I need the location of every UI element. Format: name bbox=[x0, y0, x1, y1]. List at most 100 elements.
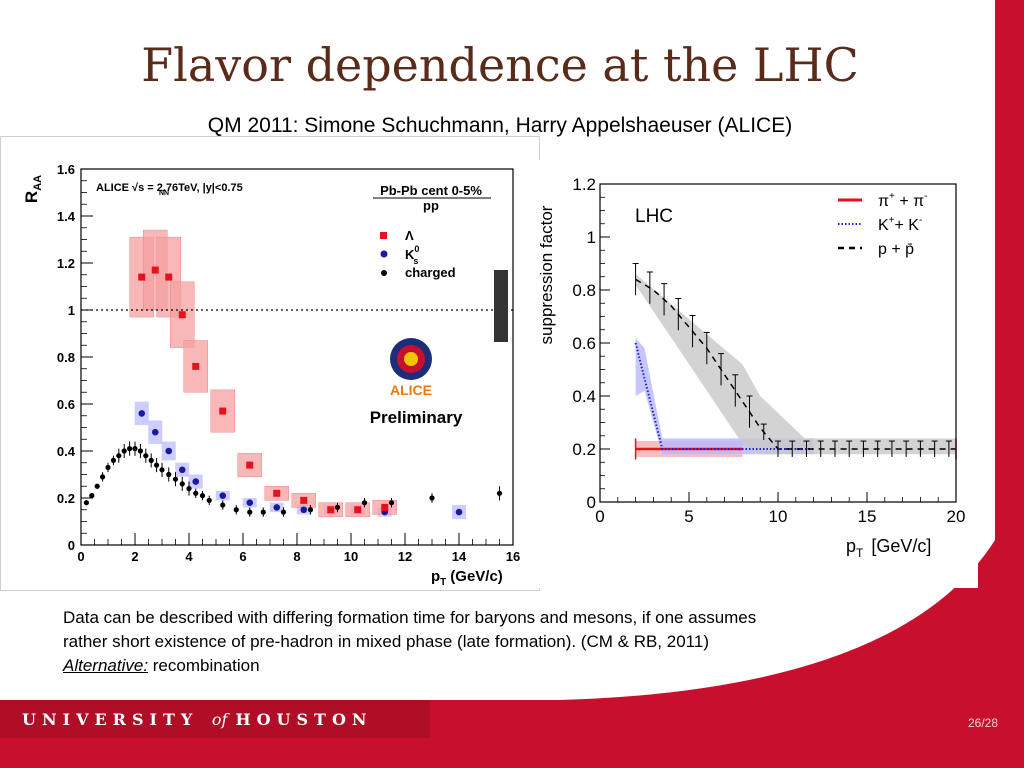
plot-frame bbox=[80, 168, 514, 546]
charged-point bbox=[206, 497, 212, 503]
legend-k0s-marker bbox=[380, 250, 388, 258]
y-tick-label: 0 bbox=[68, 538, 75, 553]
k0s-point bbox=[246, 499, 254, 507]
charged-point bbox=[429, 495, 435, 501]
lambda-point bbox=[354, 506, 362, 514]
x-tick-label: 16 bbox=[506, 549, 520, 564]
y-tick-label: 1 bbox=[587, 228, 596, 247]
lambda-point bbox=[381, 503, 389, 511]
alternative-text: recombination bbox=[148, 656, 260, 675]
charged-point bbox=[137, 448, 143, 454]
proton-line bbox=[635, 278, 956, 450]
alice-logo: ALICE bbox=[390, 338, 432, 398]
legend: π+ + π- K++ K- p + p̄ bbox=[838, 191, 928, 258]
right-chart-panel: 0 5 10 15 20 0 0.2 0.4 0.6 0.8 1 1.2 suppression fa… bbox=[537, 160, 978, 588]
y-tick-label: 1.2 bbox=[572, 175, 596, 194]
normalization-uncertainty-box bbox=[494, 270, 508, 342]
charged-point bbox=[193, 490, 199, 496]
k0s-point bbox=[273, 504, 281, 511]
suppression-chart: 0 5 10 15 20 0 0.2 0.4 0.6 0.8 1 1.2 suppression fa… bbox=[537, 175, 966, 560]
x-tick-label: 6 bbox=[239, 549, 246, 564]
lambda-point bbox=[178, 311, 186, 319]
charged-point bbox=[280, 509, 287, 515]
charged-point bbox=[199, 493, 206, 499]
k0s-point bbox=[192, 478, 200, 485]
charged-point bbox=[148, 457, 154, 463]
y-tick-label: 1.2 bbox=[57, 256, 75, 271]
x-axis-label: pT [GeV/c] bbox=[846, 536, 931, 560]
lambda-point bbox=[151, 266, 159, 274]
x-tick-label: 12 bbox=[398, 549, 412, 564]
slide-subtitle: QM 2011: Simone Schuchmann, Harry Appels… bbox=[207, 114, 793, 137]
charged-point bbox=[307, 507, 314, 513]
y-tick-label: 1.6 bbox=[57, 162, 75, 177]
system-annotation: Pb-Pb cent 0-5% bbox=[380, 183, 482, 198]
x-axis-label: pT (GeV/c) bbox=[431, 568, 503, 588]
legend-lambda-label: Λ bbox=[405, 228, 414, 243]
charged-point bbox=[121, 448, 127, 454]
y-tick-label: 0.8 bbox=[572, 281, 596, 300]
charged-point bbox=[334, 504, 341, 510]
charged-point bbox=[166, 471, 172, 478]
alice-logo-text: ALICE bbox=[390, 382, 432, 398]
x-tick-label: 20 bbox=[947, 507, 966, 526]
k0s-point bbox=[178, 466, 186, 474]
y-tick-label: 1.4 bbox=[57, 209, 76, 224]
x-tick-label: 0 bbox=[77, 549, 84, 564]
y-tick-label: 0.6 bbox=[572, 334, 596, 353]
charged-point bbox=[220, 502, 226, 508]
page-number: 26/28 bbox=[968, 716, 999, 730]
charged-point bbox=[100, 474, 106, 480]
lambda-point bbox=[138, 273, 146, 281]
x-tick-label: 5 bbox=[684, 507, 693, 526]
x-tick-label: 8 bbox=[293, 549, 300, 564]
lhc-label: LHC bbox=[635, 206, 673, 227]
charged-point bbox=[496, 490, 503, 496]
legend: Λ K0 s charged bbox=[380, 228, 456, 280]
body-line-1: Data can be described with differing for… bbox=[63, 608, 757, 627]
lambda-point bbox=[192, 362, 200, 370]
legend-proton-label: p + p̄ bbox=[878, 241, 914, 258]
charged-point bbox=[110, 457, 116, 463]
alternative-label: Alternative: bbox=[63, 656, 149, 675]
legend-kaon-label: K++ K- bbox=[878, 215, 922, 234]
lambda-point bbox=[165, 273, 173, 281]
left-chart-panel: 0 2 4 6 8 10 12 14 16 0 0.2 0.4 0.6 0.8 1 1.2 1.4 1.6 RAA… bbox=[0, 136, 540, 591]
energy-annotation-sub: NN bbox=[159, 190, 169, 197]
charged-point bbox=[105, 464, 111, 471]
slide-title: Flavor dependence at the LHC bbox=[141, 38, 859, 92]
body-line-2: rather short existence of pre-hadron in … bbox=[63, 632, 709, 651]
y-tick-label: 0.4 bbox=[572, 387, 596, 406]
charged-point bbox=[154, 462, 160, 468]
x-tick-label: 15 bbox=[858, 507, 877, 526]
preliminary-label: Preliminary bbox=[370, 408, 463, 427]
charged-point bbox=[233, 507, 239, 513]
charged-point bbox=[89, 493, 95, 499]
charged-point bbox=[94, 483, 100, 489]
y-tick-label: 1 bbox=[68, 303, 75, 318]
charged-point bbox=[247, 509, 253, 515]
y-tick-label: 0.2 bbox=[572, 440, 596, 459]
y-axis-label: RAA bbox=[22, 175, 44, 203]
charged-point bbox=[186, 486, 192, 492]
charged-point bbox=[388, 500, 395, 506]
y-tick-label: 0.4 bbox=[57, 444, 76, 459]
body-line-3: Alternative: recombination bbox=[63, 654, 963, 678]
university-logo: UNIVERSITY of HOUSTON bbox=[22, 710, 373, 729]
y-axis-label: suppression factor bbox=[538, 205, 556, 344]
slide-body-text: Data can be described with differing for… bbox=[63, 606, 963, 678]
k0s-point bbox=[138, 410, 146, 417]
charged-point bbox=[132, 446, 138, 452]
right-red-bar bbox=[995, 0, 1024, 700]
y-tick-label: 0 bbox=[587, 493, 596, 512]
charged-point bbox=[127, 446, 133, 452]
y-tick-label: 0.8 bbox=[57, 350, 75, 365]
x-tick-label: 10 bbox=[344, 549, 358, 564]
lambda-point bbox=[300, 496, 308, 504]
charged-point bbox=[83, 500, 89, 506]
k0s-point bbox=[165, 447, 173, 455]
charged-point bbox=[172, 476, 179, 482]
x-tick-label: 4 bbox=[185, 549, 193, 564]
legend-charged-marker bbox=[381, 270, 387, 276]
charged-point bbox=[179, 481, 185, 487]
